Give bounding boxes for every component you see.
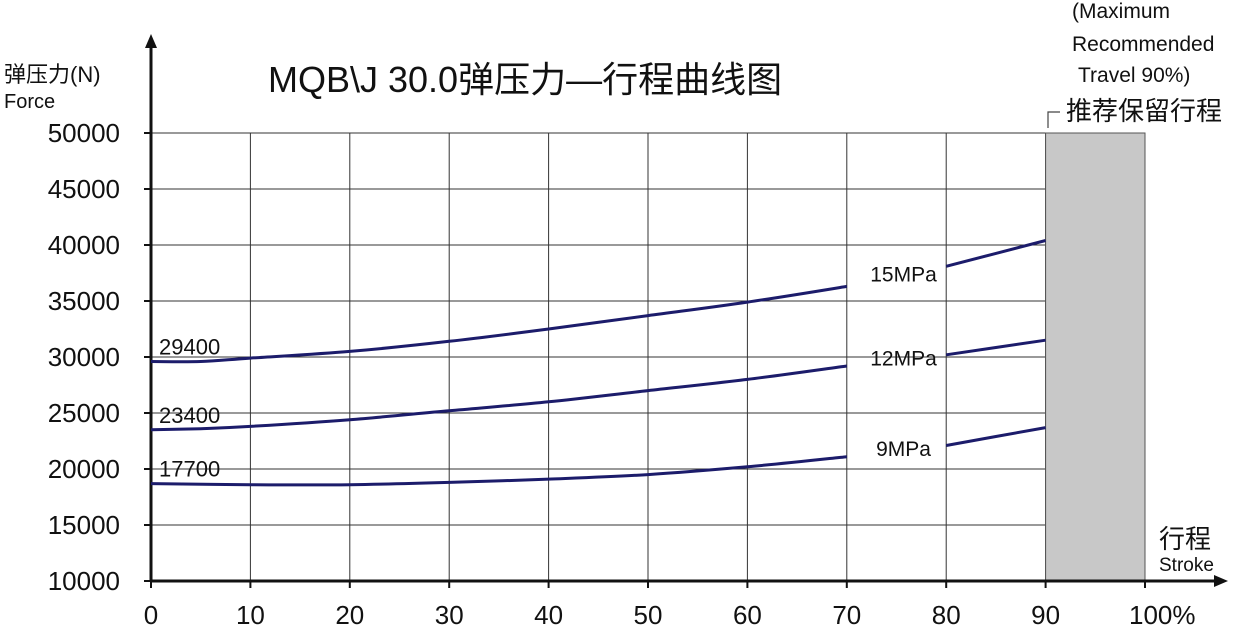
y-tick-label: 25000 (48, 398, 120, 428)
x-tick-label: 60 (733, 600, 762, 626)
series-start-label: 17700 (159, 457, 220, 482)
y-axis-label-en: Force (4, 91, 55, 113)
x-tick-label: 40 (534, 600, 563, 626)
y-axis-label: 弹压力(N) (4, 62, 101, 87)
reserve-note-line-2: Recommended (1072, 33, 1214, 56)
series-lines (150, 239, 1046, 487)
x-tick-label: 90 (1031, 600, 1060, 626)
tick-labels: 0 10 20 30 40 50 60 70 80 90 100% 10000 15000 20000 25… (48, 118, 1196, 626)
axes (145, 34, 1228, 587)
series-name-label: 12MPa (870, 347, 937, 370)
x-tick-label: 0 (144, 600, 158, 626)
reserve-note-line-3: Travel 90%) (1078, 64, 1190, 87)
x-tick-label: 50 (634, 600, 663, 626)
y-tick-label: 40000 (48, 230, 120, 260)
x-axis-arrow (1214, 575, 1228, 587)
x-tick-label: 70 (832, 600, 861, 626)
x-tick-label: 20 (335, 600, 364, 626)
x-axis-label-en: Stroke (1159, 555, 1214, 576)
y-tick-label: 20000 (48, 454, 120, 484)
series-line-tail (945, 239, 1046, 268)
series-line-tail (945, 426, 1046, 447)
reserved-travel-label: 推荐保留行程 (1066, 96, 1222, 126)
series-line-tail (945, 338, 1046, 357)
x-tick-label: 100% (1129, 600, 1196, 626)
series-start-label: 23400 (159, 403, 220, 428)
series-name-label: 15MPa (870, 263, 937, 286)
reserve-leader-line (1047, 111, 1060, 128)
y-axis-arrow (145, 34, 157, 48)
series-labels: 15MPa 29400 12MPa 23400 9MPa 17700 (159, 263, 937, 481)
series-line (150, 455, 847, 487)
y-tick-label: 45000 (48, 174, 120, 204)
y-tick-label: 35000 (48, 286, 120, 316)
series-start-label: 29400 (159, 334, 220, 359)
y-tick-label: 50000 (48, 118, 120, 148)
reserved-travel-region (1045, 132, 1146, 582)
x-tick-label: 30 (435, 600, 464, 626)
x-tick-label: 80 (932, 600, 961, 626)
y-tick-label: 10000 (48, 566, 120, 596)
series-line (150, 284, 848, 364)
x-axis-label: 行程 (1159, 524, 1211, 554)
series-line (150, 364, 847, 432)
chart-title: MQB\J 30.0弹压力—行程曲线图 (268, 59, 782, 100)
series-name-label: 9MPa (876, 438, 931, 461)
x-tick-label: 10 (236, 600, 265, 626)
y-tick-label: 15000 (48, 510, 120, 540)
grid (151, 132, 1146, 581)
y-tick-label: 30000 (48, 342, 120, 372)
reserve-note-line-1: (Maximum (1072, 0, 1170, 23)
